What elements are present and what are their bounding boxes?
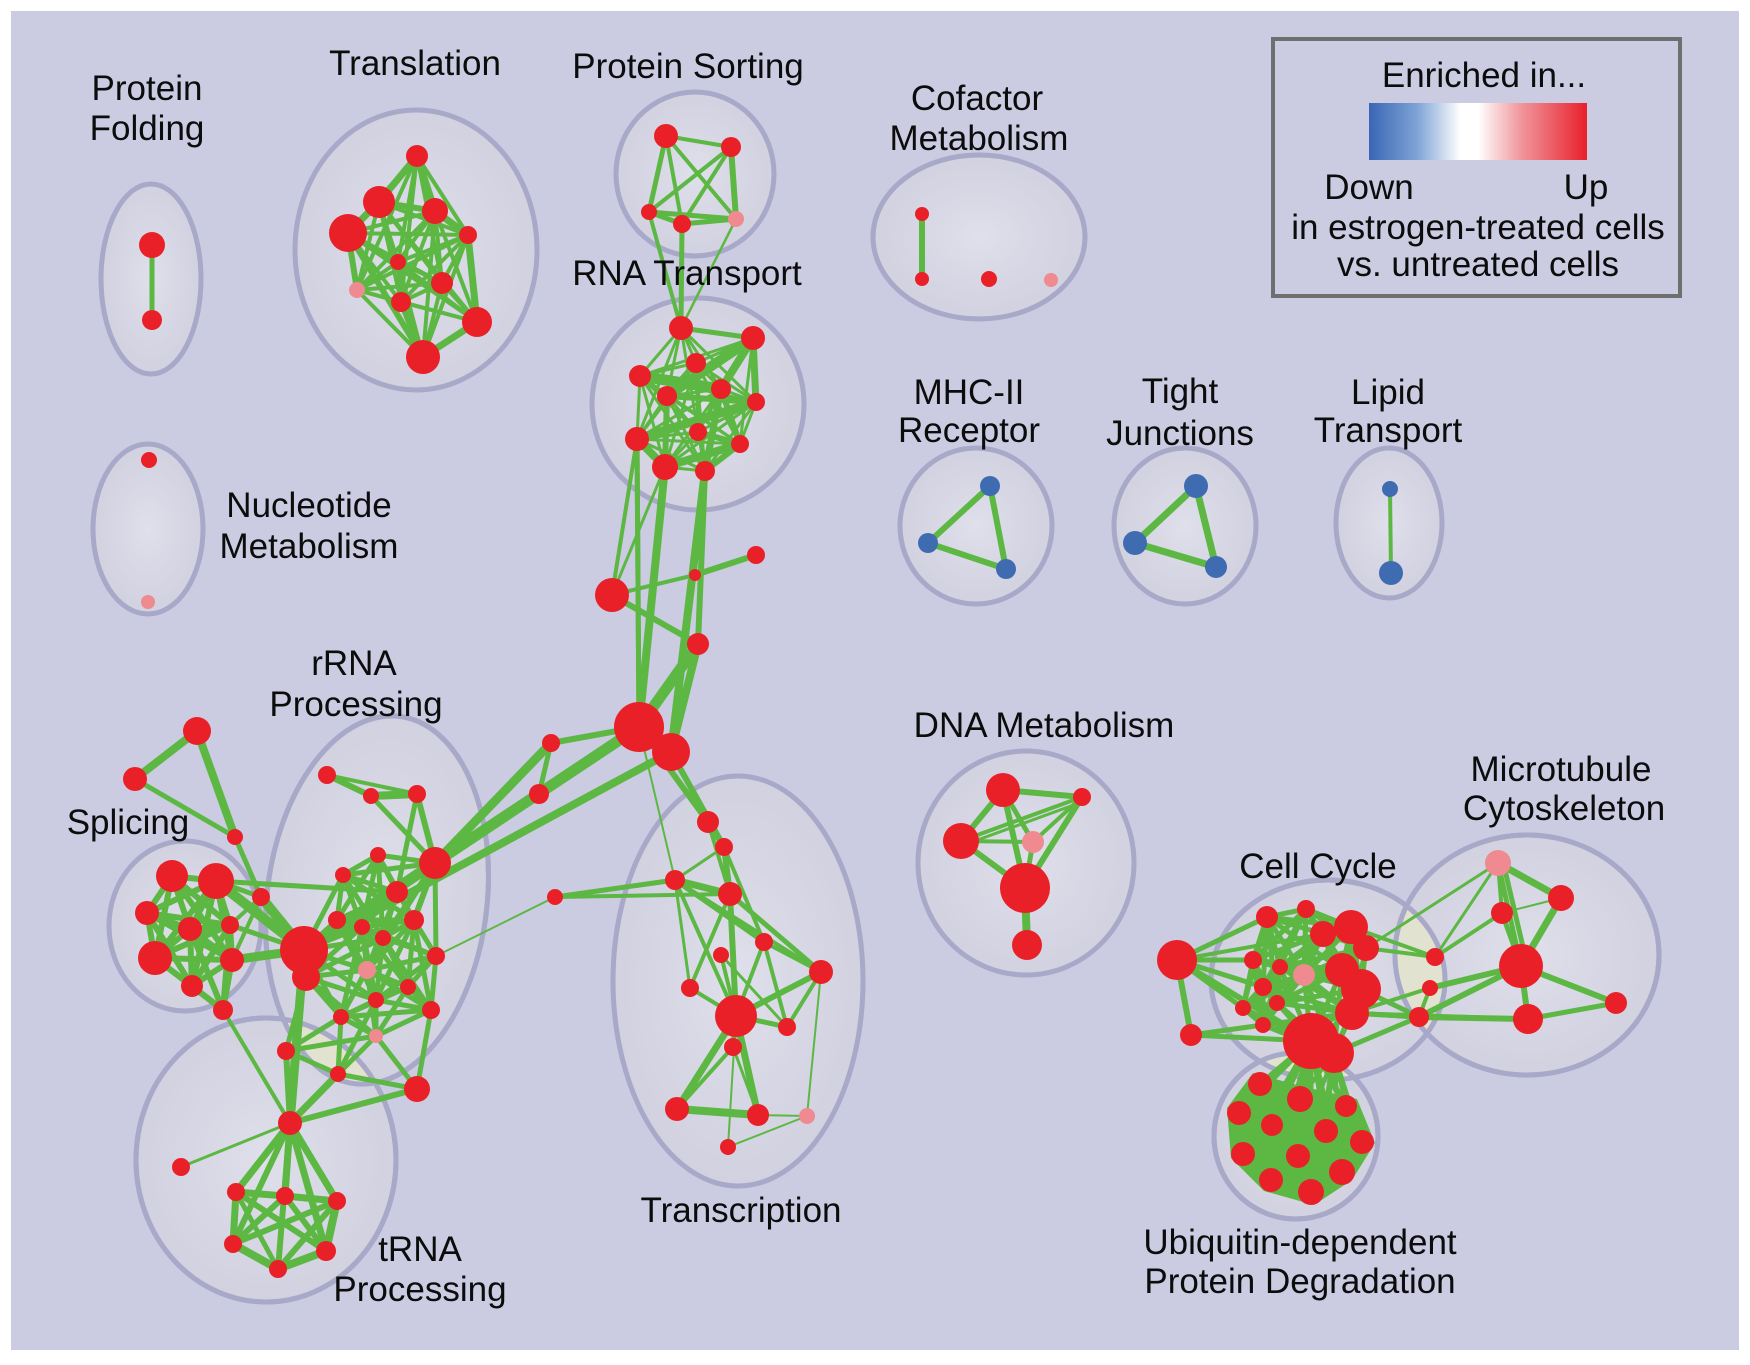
svg-text:MHC-II: MHC-II (914, 373, 1025, 412)
svg-text:Cell Cycle: Cell Cycle (1239, 847, 1397, 886)
svg-text:Ubiquitin-dependent: Ubiquitin-dependent (1143, 1223, 1457, 1262)
svg-text:Microtubule: Microtubule (1471, 750, 1652, 789)
svg-text:Junctions: Junctions (1106, 414, 1254, 453)
svg-text:Enriched in...: Enriched in... (1382, 56, 1586, 95)
svg-text:vs. untreated cells: vs. untreated cells (1337, 245, 1619, 284)
svg-text:Processing: Processing (269, 685, 442, 724)
svg-text:Cofactor: Cofactor (911, 79, 1044, 118)
svg-text:DNA Metabolism: DNA Metabolism (914, 706, 1175, 745)
svg-text:Transport: Transport (1314, 411, 1463, 450)
svg-text:Protein: Protein (92, 69, 203, 108)
svg-text:Protein Sorting: Protein Sorting (572, 47, 804, 86)
svg-text:Up: Up (1564, 168, 1609, 207)
svg-text:rRNA: rRNA (311, 644, 397, 683)
svg-text:Down: Down (1324, 168, 1413, 207)
svg-text:Cytoskeleton: Cytoskeleton (1463, 789, 1665, 828)
svg-text:Nucleotide: Nucleotide (226, 486, 391, 525)
svg-text:Splicing: Splicing (67, 803, 190, 842)
svg-text:Metabolism: Metabolism (890, 119, 1069, 158)
svg-text:in estrogen-treated cells: in estrogen-treated cells (1291, 208, 1665, 247)
svg-text:Translation: Translation (329, 44, 501, 83)
svg-text:tRNA: tRNA (378, 1230, 462, 1269)
svg-text:Metabolism: Metabolism (220, 527, 399, 566)
svg-text:Processing: Processing (333, 1270, 506, 1309)
svg-text:Receptor: Receptor (898, 411, 1040, 450)
svg-text:Transcription: Transcription (641, 1191, 842, 1230)
svg-text:Protein Degradation: Protein Degradation (1144, 1262, 1455, 1301)
svg-text:RNA Transport: RNA Transport (572, 254, 802, 293)
svg-text:Tight: Tight (1142, 372, 1219, 411)
svg-text:Lipid: Lipid (1351, 373, 1425, 412)
svg-text:Folding: Folding (90, 109, 205, 148)
